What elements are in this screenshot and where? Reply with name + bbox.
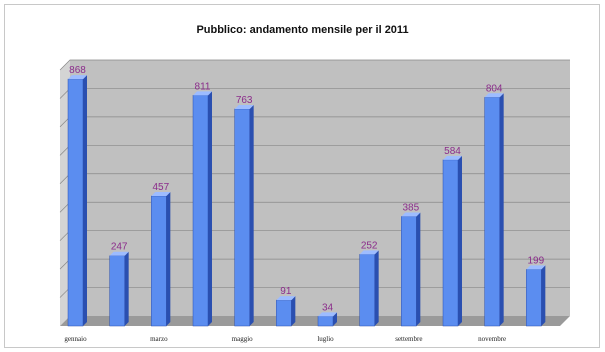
bar-side [249,104,254,326]
bar-top [526,265,546,270]
bar [526,269,542,327]
x-tick-label: marzo [150,335,168,343]
x-tick-label: novembre [478,335,506,343]
data-label: 252 [361,240,378,251]
data-label: 199 [527,255,544,266]
data-label: 457 [152,182,169,193]
chart-title: Pubblico: andamento mensile per il 2011 [196,24,409,36]
bar-side [458,155,462,326]
bar-side [416,212,421,326]
bar-top [484,93,504,98]
x-tick-label: settembre [395,335,422,343]
side-wall [60,60,70,326]
bar-top [443,155,462,160]
bar-side [499,93,504,326]
bar-top [68,75,87,80]
bar-top [234,104,254,109]
floor [60,316,570,326]
bar [192,95,209,327]
bar [234,108,250,327]
data-label: 868 [69,65,86,76]
chart-bars [67,75,546,327]
bar-side [166,192,171,326]
bar [442,159,459,327]
bar-side [291,296,296,326]
data-label: 385 [402,202,419,213]
bar-top [151,192,171,197]
bar [484,97,500,327]
bar-side [374,250,379,326]
bar-side [208,91,212,326]
bar [359,254,375,327]
bar-top [401,212,421,217]
data-label: 34 [322,302,334,313]
data-label: 763 [236,95,253,106]
bar-top [276,296,296,301]
chart-category-labels: gennaio marzo maggio luglio settembre novembr… [64,335,506,343]
bar-top [193,91,212,96]
bar-side [541,265,546,326]
bar-side [83,75,87,326]
bar [67,78,84,327]
data-label: 811 [195,81,211,92]
data-label: 584 [444,146,461,157]
x-tick-label: maggio [232,335,253,343]
chart-value-labels: 868 247 457 811 763 91 34 252 385 584 804 199 [69,65,544,313]
bar [401,216,417,327]
x-tick-label: gennaio [64,335,87,343]
bar [317,316,334,327]
bar-side [124,251,129,326]
bar-top [318,312,337,317]
bar [151,195,167,327]
data-label: 91 [280,286,292,297]
data-label: 804 [486,83,503,94]
bar [109,255,125,327]
bar-top [109,251,129,256]
bar [276,299,292,327]
bar-side [333,312,337,326]
x-tick-label: luglio [317,335,334,343]
data-label: 247 [111,242,128,253]
bar-top [359,250,379,255]
gridline [59,59,570,71]
